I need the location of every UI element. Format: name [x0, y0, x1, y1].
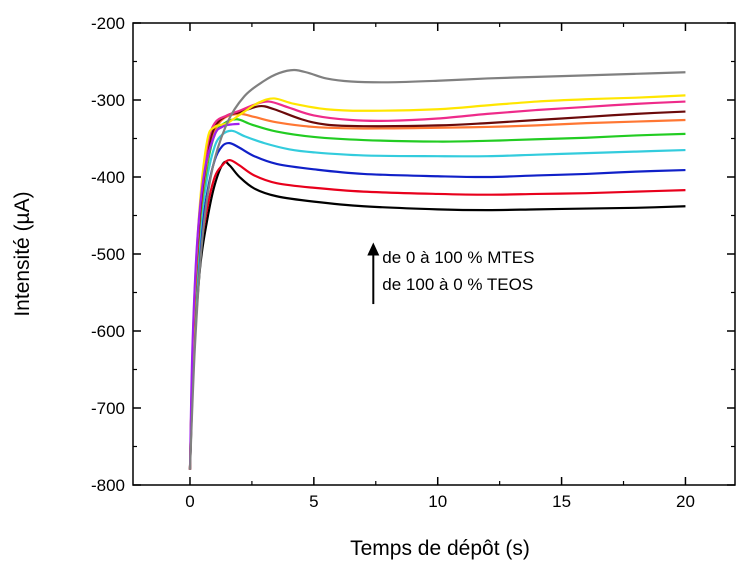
x-tick-label: 10: [428, 492, 447, 511]
series-group: [188, 68, 686, 470]
series-line-2: [188, 158, 686, 470]
x-tick-label: 15: [552, 492, 571, 511]
y-tick-label: -400: [91, 168, 125, 187]
y-tick-label: -800: [91, 476, 125, 495]
series-line-4: [188, 129, 686, 470]
annotation-arrow-head: [367, 242, 380, 256]
y-tick-label: -300: [91, 91, 125, 110]
axis-ticks: 0 5 10 15 20 -800 -700 -600 -500 -400 -300 -200: [91, 14, 735, 511]
y-tick-label: -600: [91, 322, 125, 341]
annotation-line-2: de 100 à 0 % TEOS: [382, 275, 533, 294]
series-line-11: [188, 68, 686, 470]
y-tick-label: -700: [91, 399, 125, 418]
annotation: de 0 à 100 % MTES de 100 à 0 % TEOS: [367, 242, 534, 305]
y-tick-label: -500: [91, 245, 125, 264]
series-line-10: [188, 122, 240, 470]
x-tick-label: 5: [309, 492, 318, 511]
annotation-line-1: de 0 à 100 % MTES: [382, 248, 534, 267]
y-axis-title: Intensité (µA): [11, 191, 34, 316]
series-line-1: [188, 160, 686, 470]
x-axis-title: Temps de dépôt (s): [350, 537, 530, 560]
y-tick-label: -200: [91, 14, 125, 33]
x-tick-label: 20: [676, 492, 695, 511]
x-tick-label: 0: [185, 492, 194, 511]
series-line-3: [188, 141, 686, 470]
